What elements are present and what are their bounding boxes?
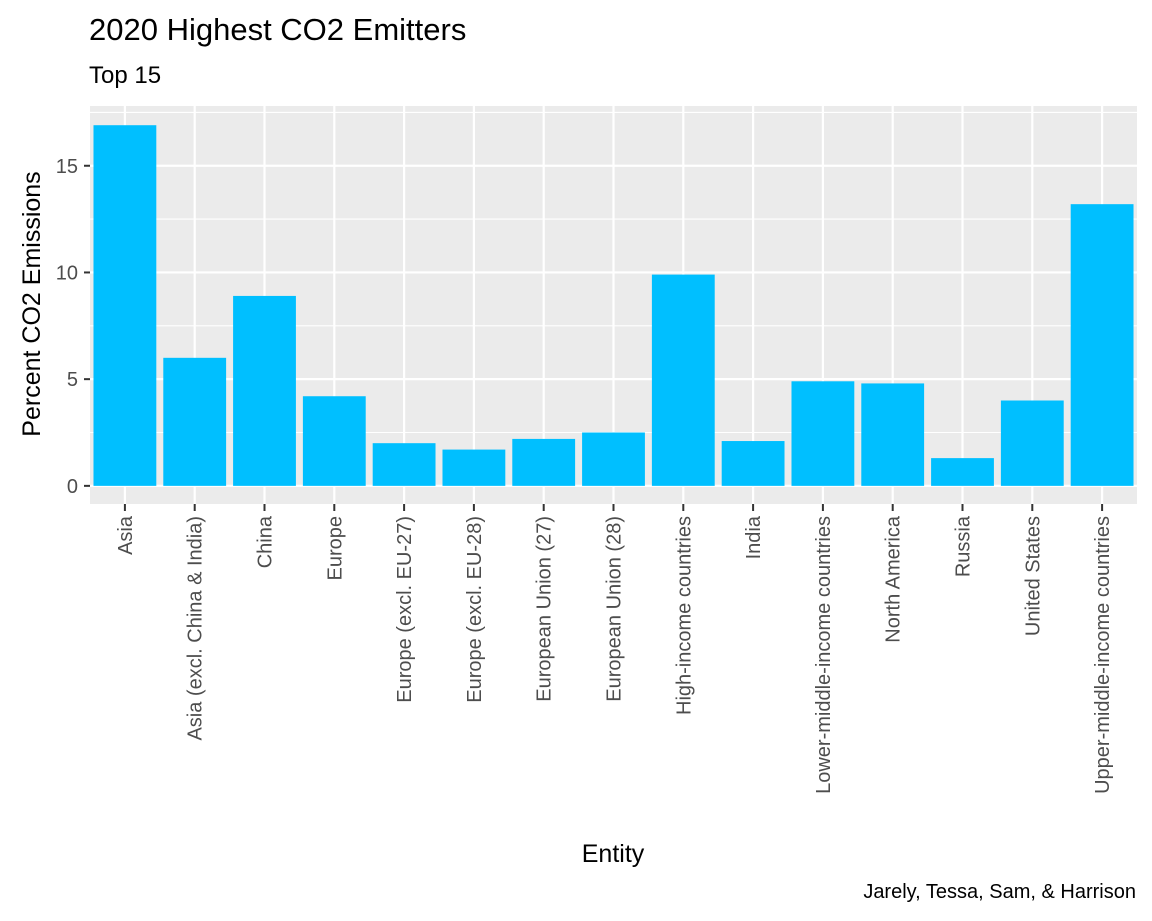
x-tick-label: Europe (excl. EU-27) xyxy=(394,516,416,703)
bar xyxy=(372,443,436,486)
x-tick-label: High-income countries xyxy=(673,516,695,715)
bar xyxy=(651,274,715,486)
y-tick-label: 0 xyxy=(67,476,78,498)
bar xyxy=(791,381,855,486)
y-tick-label: 10 xyxy=(56,262,78,284)
bar xyxy=(1070,204,1134,486)
x-tick-label: Asia (excl. China & India) xyxy=(185,516,207,741)
x-tick-label: United States xyxy=(1022,516,1044,636)
bar xyxy=(931,458,994,486)
y-axis-title: Percent CO2 Emissions xyxy=(18,171,46,436)
x-axis-title: Entity xyxy=(582,840,645,868)
x-tick-label: Asia xyxy=(115,515,137,555)
bar xyxy=(302,396,366,486)
chart-title: 2020 Highest CO2 Emitters xyxy=(89,12,467,47)
bar xyxy=(233,295,296,486)
bar xyxy=(512,438,576,486)
chart-subtitle: Top 15 xyxy=(89,62,162,89)
x-tick-label: North America xyxy=(883,515,905,643)
x-tick-label: European Union (28) xyxy=(604,516,626,702)
y-tick-label: 15 xyxy=(56,156,78,178)
x-tick-label: India xyxy=(743,515,765,559)
y-axis: 0 5 10 15 xyxy=(56,156,90,498)
bars xyxy=(93,125,1134,486)
x-tick-label: Europe xyxy=(324,516,346,581)
bar xyxy=(163,357,227,486)
x-tick-label: China xyxy=(255,515,277,568)
bar xyxy=(93,125,157,486)
x-tick-label: Upper-middle-income countries xyxy=(1092,516,1114,794)
bar xyxy=(442,449,506,486)
x-tick-label: Russia xyxy=(953,515,975,577)
x-tick-label: European Union (27) xyxy=(534,516,556,702)
bar xyxy=(1000,400,1064,486)
x-axis: Asia Asia (excl. China & India) China Europ… xyxy=(115,504,1114,794)
bar xyxy=(721,441,785,486)
bar xyxy=(861,383,925,486)
bar xyxy=(582,432,645,486)
x-tick-label: Lower-middle-income countries xyxy=(813,516,835,794)
x-tick-label: Europe (excl. EU-28) xyxy=(464,516,486,703)
y-tick-label: 5 xyxy=(67,369,78,391)
chart-caption: Jarely, Tessa, Sam, & Harrison xyxy=(863,881,1136,903)
